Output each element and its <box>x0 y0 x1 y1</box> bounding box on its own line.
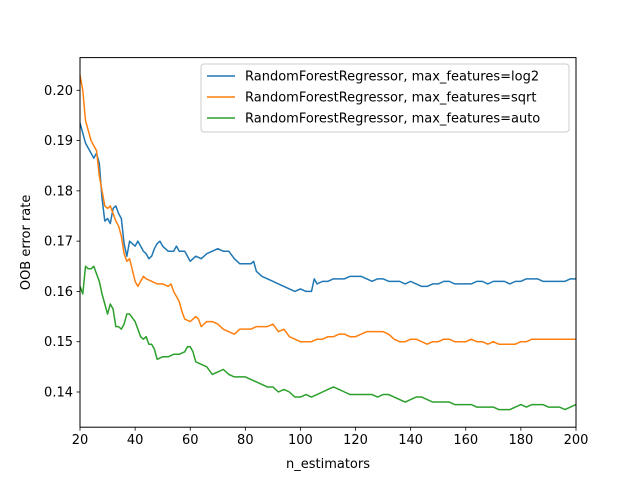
y-axis-ticks: 0.14 0.15 0.16 0.17 0.18 0.19 0.20 <box>44 84 80 401</box>
series-line-2 <box>79 75 576 345</box>
x-tick-label: 160 <box>453 433 478 448</box>
x-tick-label: 180 <box>508 433 533 448</box>
y-tick-label: 0.14 <box>44 386 73 401</box>
x-axis-ticks: 20 40 60 80 100 120 140 160 180 200 <box>72 427 589 448</box>
y-tick-label: 0.17 <box>44 235 73 250</box>
x-tick-label: 140 <box>398 433 423 448</box>
legend-label-3: RandomForestRegressor, max_features=auto <box>245 112 540 127</box>
x-tick-label: 100 <box>288 433 313 448</box>
series-line-1 <box>79 122 576 293</box>
series-line-3 <box>79 265 577 411</box>
y-tick-label: 0.15 <box>44 335 73 350</box>
x-tick-label: 40 <box>127 433 144 448</box>
legend: RandomForestRegressor, max_features=log2… <box>200 63 570 133</box>
x-tick-label: 20 <box>72 433 89 448</box>
y-tick-label: 0.19 <box>44 134 73 149</box>
legend-label-2: RandomForestRegressor, max_features=sqrt <box>245 91 536 106</box>
legend-label-1: RandomForestRegressor, max_features=log2 <box>245 70 539 85</box>
y-tick-label: 0.18 <box>44 184 73 199</box>
x-tick-label: 200 <box>564 433 589 448</box>
plot-frame <box>79 57 577 428</box>
y-axis-label: OOB error rate <box>19 195 34 291</box>
x-tick-label: 80 <box>237 433 254 448</box>
y-tick-label: 0.16 <box>44 285 73 300</box>
series-layer <box>79 75 577 411</box>
x-tick-label: 120 <box>343 433 368 448</box>
legend-box <box>200 63 570 133</box>
x-axis-label: n_estimators <box>286 457 370 472</box>
y-tick-label: 0.20 <box>44 84 73 99</box>
x-tick-label: 60 <box>182 433 199 448</box>
